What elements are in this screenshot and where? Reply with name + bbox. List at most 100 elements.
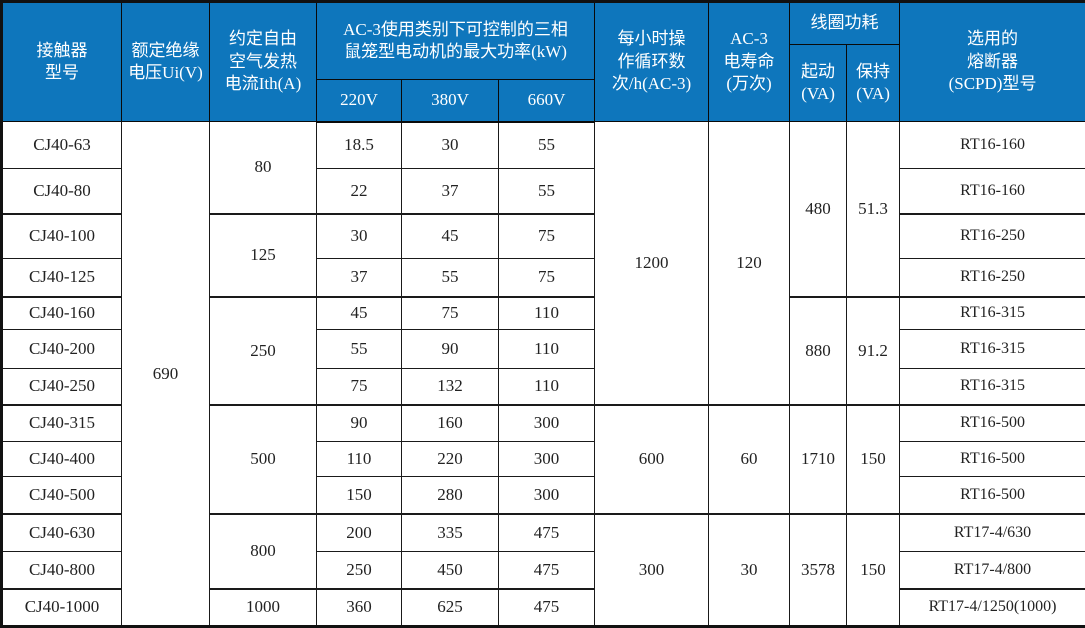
cell-power-220v: 75 bbox=[317, 369, 402, 405]
cell-model: CJ40-250 bbox=[2, 369, 122, 405]
cell-power-380v: 450 bbox=[402, 552, 499, 589]
cell-power-380v: 625 bbox=[402, 589, 499, 627]
cell-power-220v: 55 bbox=[317, 330, 402, 369]
cell-thermal-current: 1000 bbox=[210, 589, 317, 627]
cell-model: CJ40-80 bbox=[2, 169, 122, 214]
cell-power-660v: 475 bbox=[499, 514, 595, 552]
col-header-ac3-power: AC-3使用类别下可控制的三相 鼠笼型电动机的最大功率(kW) bbox=[317, 2, 595, 80]
cell-model: CJ40-400 bbox=[2, 442, 122, 477]
cell-power-220v: 200 bbox=[317, 514, 402, 552]
cell-power-660v: 300 bbox=[499, 477, 595, 514]
cell-power-660v: 110 bbox=[499, 330, 595, 369]
cell-power-660v: 300 bbox=[499, 405, 595, 442]
cell-power-660v: 55 bbox=[499, 122, 595, 169]
cell-power-380v: 45 bbox=[402, 214, 499, 259]
cell-coil-hold: 51.3 bbox=[847, 122, 900, 297]
cell-fuse: RT16-500 bbox=[900, 405, 1085, 442]
cell-power-660v: 75 bbox=[499, 214, 595, 259]
cell-coil-hold: 150 bbox=[847, 405, 900, 514]
cell-fuse: RT16-500 bbox=[900, 477, 1085, 514]
cell-power-220v: 18.5 bbox=[317, 122, 402, 169]
cell-fuse: RT16-160 bbox=[900, 169, 1085, 214]
cell-power-380v: 90 bbox=[402, 330, 499, 369]
cell-fuse: RT17-4/630 bbox=[900, 514, 1085, 552]
cell-thermal-current: 80 bbox=[210, 122, 317, 214]
col-header-model: 接触器 型号 bbox=[2, 2, 122, 122]
cell-model: CJ40-160 bbox=[2, 297, 122, 330]
cell-model: CJ40-800 bbox=[2, 552, 122, 589]
cell-power-220v: 30 bbox=[317, 214, 402, 259]
cell-fuse: RT16-315 bbox=[900, 369, 1085, 405]
col-header-electrical-life: AC-3 电寿命 (万次) bbox=[709, 2, 790, 122]
col-header-380v: 380V bbox=[402, 80, 499, 122]
cell-model: CJ40-630 bbox=[2, 514, 122, 552]
cell-rated-voltage: 690 bbox=[122, 122, 210, 627]
cell-coil-hold: 150 bbox=[847, 514, 900, 627]
col-header-rated-voltage: 额定绝缘 电压Ui(V) bbox=[122, 2, 210, 122]
cell-coil-start: 1710 bbox=[790, 405, 847, 514]
cell-coil-hold: 91.2 bbox=[847, 297, 900, 405]
cell-cycles: 600 bbox=[595, 405, 709, 514]
col-header-fuse-type: 选用的 熔断器 (SCPD)型号 bbox=[900, 2, 1085, 122]
cell-model: CJ40-63 bbox=[2, 122, 122, 169]
cell-thermal-current: 800 bbox=[210, 514, 317, 589]
cell-power-220v: 37 bbox=[317, 259, 402, 297]
cell-power-380v: 55 bbox=[402, 259, 499, 297]
cell-coil-start: 3578 bbox=[790, 514, 847, 627]
col-header-thermal-current: 约定自由 空气发热 电流Ith(A) bbox=[210, 2, 317, 122]
cell-fuse: RT16-160 bbox=[900, 122, 1085, 169]
cell-power-220v: 22 bbox=[317, 169, 402, 214]
cell-power-380v: 37 bbox=[402, 169, 499, 214]
cell-power-660v: 55 bbox=[499, 169, 595, 214]
cell-power-380v: 280 bbox=[402, 477, 499, 514]
cell-power-660v: 475 bbox=[499, 552, 595, 589]
col-header-cycles-per-hour: 每小时操 作循环数 次/h(AC-3) bbox=[595, 2, 709, 122]
cell-fuse: RT16-315 bbox=[900, 297, 1085, 330]
cell-fuse: RT16-315 bbox=[900, 330, 1085, 369]
cell-power-220v: 45 bbox=[317, 297, 402, 330]
col-header-660v: 660V bbox=[499, 80, 595, 122]
cell-power-220v: 90 bbox=[317, 405, 402, 442]
cell-cycles: 300 bbox=[595, 514, 709, 627]
cell-power-380v: 132 bbox=[402, 369, 499, 405]
cell-life: 60 bbox=[709, 405, 790, 514]
cell-power-380v: 160 bbox=[402, 405, 499, 442]
cell-power-220v: 250 bbox=[317, 552, 402, 589]
cell-thermal-current: 250 bbox=[210, 297, 317, 405]
cell-model: CJ40-500 bbox=[2, 477, 122, 514]
cell-life: 30 bbox=[709, 514, 790, 627]
cell-power-380v: 335 bbox=[402, 514, 499, 552]
cell-life: 120 bbox=[709, 122, 790, 405]
cell-thermal-current: 500 bbox=[210, 405, 317, 514]
cell-power-220v: 360 bbox=[317, 589, 402, 627]
table-row: CJ40-63 690 80 18.5 30 55 1200 120 480 5… bbox=[2, 122, 1085, 169]
cell-power-380v: 30 bbox=[402, 122, 499, 169]
cell-power-220v: 150 bbox=[317, 477, 402, 514]
col-header-coil-start: 起动 (VA) bbox=[790, 45, 847, 122]
table-header: 接触器 型号 额定绝缘 电压Ui(V) 约定自由 空气发热 电流Ith(A) A… bbox=[2, 2, 1085, 122]
cell-power-660v: 475 bbox=[499, 589, 595, 627]
cell-power-660v: 300 bbox=[499, 442, 595, 477]
cell-model: CJ40-315 bbox=[2, 405, 122, 442]
cell-power-660v: 75 bbox=[499, 259, 595, 297]
cell-cycles: 1200 bbox=[595, 122, 709, 405]
cell-power-380v: 75 bbox=[402, 297, 499, 330]
cell-power-660v: 110 bbox=[499, 297, 595, 330]
cell-fuse: RT17-4/800 bbox=[900, 552, 1085, 589]
col-header-coil-hold: 保持 (VA) bbox=[847, 45, 900, 122]
cell-model: CJ40-200 bbox=[2, 330, 122, 369]
col-header-coil-consumption: 线圈功耗 bbox=[790, 2, 900, 45]
cell-fuse: RT16-250 bbox=[900, 214, 1085, 259]
cell-power-380v: 220 bbox=[402, 442, 499, 477]
cell-model: CJ40-125 bbox=[2, 259, 122, 297]
cell-fuse: RT16-500 bbox=[900, 442, 1085, 477]
cell-power-220v: 110 bbox=[317, 442, 402, 477]
table-body: CJ40-63 690 80 18.5 30 55 1200 120 480 5… bbox=[2, 122, 1085, 627]
cell-model: CJ40-100 bbox=[2, 214, 122, 259]
cell-fuse: RT16-250 bbox=[900, 259, 1085, 297]
col-header-220v: 220V bbox=[317, 80, 402, 122]
cell-coil-start: 480 bbox=[790, 122, 847, 297]
cell-thermal-current: 125 bbox=[210, 214, 317, 297]
cell-fuse: RT17-4/1250(1000) bbox=[900, 589, 1085, 627]
